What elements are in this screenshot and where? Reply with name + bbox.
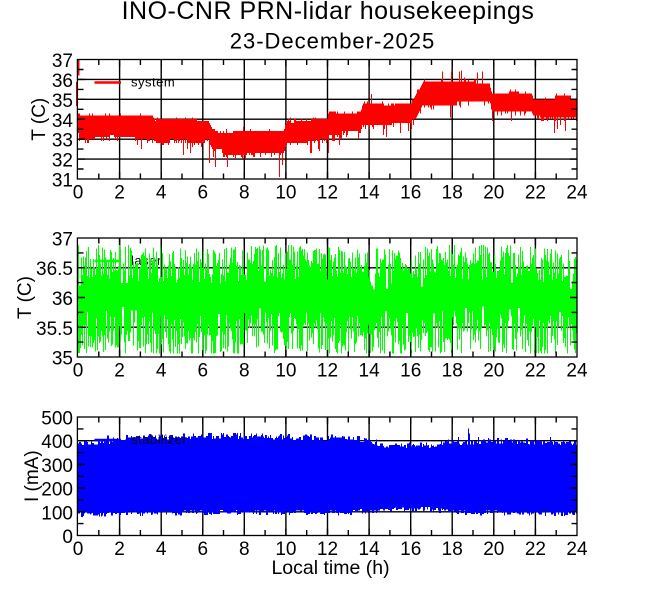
svg-text:Local time (h): Local time (h) [271, 557, 389, 579]
svg-text:20: 20 [483, 361, 504, 382]
svg-text:35: 35 [52, 91, 73, 112]
svg-text:8: 8 [239, 361, 250, 382]
svg-text:100: 100 [41, 503, 73, 524]
svg-text:35: 35 [52, 349, 73, 370]
svg-text:2: 2 [114, 539, 125, 560]
svg-text:0: 0 [62, 527, 73, 548]
svg-text:4: 4 [156, 183, 167, 204]
svg-text:18: 18 [442, 183, 463, 204]
svg-text:200: 200 [41, 480, 73, 501]
svg-text:14: 14 [359, 539, 381, 560]
svg-text:18: 18 [442, 539, 463, 560]
svg-text:0: 0 [73, 539, 84, 560]
svg-text:stabilizer: stabilizer [131, 432, 187, 447]
svg-text:37: 37 [52, 230, 73, 251]
svg-text:36: 36 [52, 71, 73, 92]
svg-text:0: 0 [73, 183, 84, 204]
svg-text:6: 6 [198, 361, 209, 382]
svg-text:0: 0 [73, 361, 84, 382]
svg-text:system: system [131, 75, 175, 90]
svg-text:2: 2 [114, 183, 125, 204]
svg-text:12: 12 [317, 361, 338, 382]
svg-text:6: 6 [198, 183, 209, 204]
svg-text:8: 8 [239, 183, 250, 204]
svg-text:33: 33 [52, 131, 73, 152]
svg-text:4: 4 [156, 361, 167, 382]
svg-text:12: 12 [317, 539, 338, 560]
svg-text:23-December-2025: 23-December-2025 [230, 29, 436, 54]
svg-text:24: 24 [566, 539, 588, 560]
svg-text:400: 400 [41, 432, 73, 453]
svg-text:37: 37 [52, 51, 73, 72]
svg-text:500: 500 [41, 409, 73, 430]
svg-text:12: 12 [317, 183, 338, 204]
svg-text:24: 24 [566, 361, 588, 382]
svg-text:8: 8 [239, 539, 250, 560]
svg-text:14: 14 [359, 361, 381, 382]
svg-text:10: 10 [275, 361, 296, 382]
svg-text:35.5: 35.5 [36, 319, 73, 340]
svg-text:24: 24 [566, 183, 588, 204]
svg-text:16: 16 [400, 539, 421, 560]
svg-text:10: 10 [275, 539, 296, 560]
svg-text:4: 4 [156, 539, 167, 560]
svg-text:2: 2 [114, 361, 125, 382]
svg-text:16: 16 [400, 361, 421, 382]
svg-text:20: 20 [483, 183, 504, 204]
svg-text:36.5: 36.5 [36, 259, 73, 280]
svg-text:T (C): T (C) [15, 276, 36, 319]
svg-text:20: 20 [483, 539, 504, 560]
svg-text:22: 22 [525, 539, 546, 560]
svg-text:32: 32 [52, 151, 73, 172]
svg-text:36: 36 [52, 289, 73, 310]
svg-text:18: 18 [442, 361, 463, 382]
svg-text:22: 22 [525, 183, 546, 204]
svg-text:14: 14 [359, 183, 381, 204]
svg-text:6: 6 [198, 539, 209, 560]
svg-text:T (C): T (C) [29, 98, 50, 141]
svg-text:INO-CNR PRN-lidar housekeeping: INO-CNR PRN-lidar housekeepings [122, 0, 535, 25]
svg-text:16: 16 [400, 183, 421, 204]
svg-text:I (mA): I (mA) [22, 450, 43, 502]
svg-text:10: 10 [275, 183, 296, 204]
svg-text:34: 34 [52, 111, 74, 132]
svg-text:22: 22 [525, 361, 546, 382]
svg-text:300: 300 [41, 456, 73, 477]
svg-text:31: 31 [52, 171, 73, 192]
